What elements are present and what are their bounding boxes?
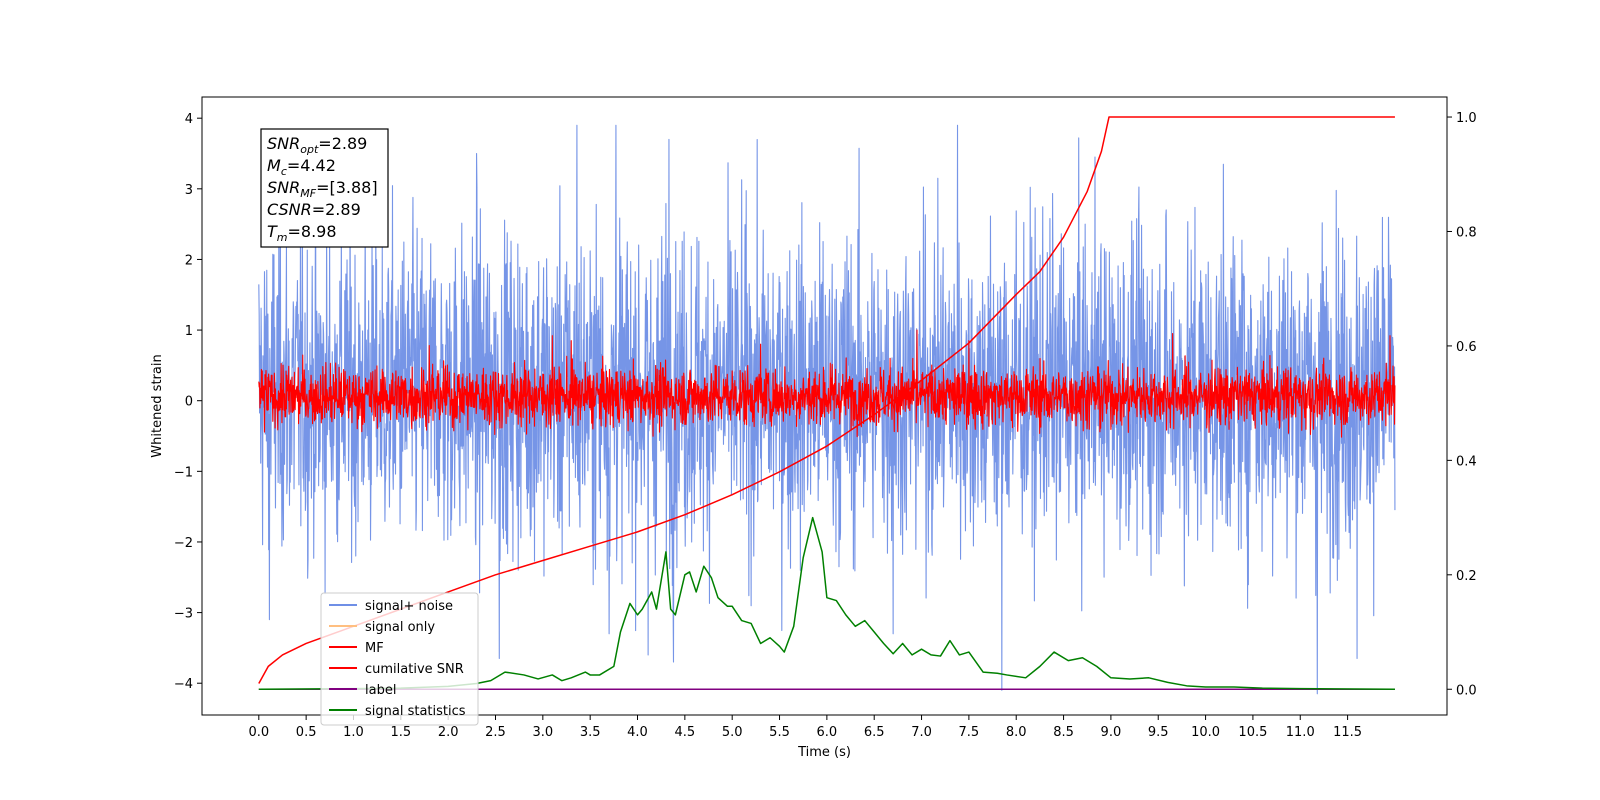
x-tick-label: 11.0 (1286, 725, 1315, 740)
x-tick-label: 9.0 (1101, 725, 1122, 740)
x-tick-label: 3.5 (580, 725, 601, 740)
legend-entry: signal statistics (329, 704, 466, 719)
legend-label: signal statistics (365, 704, 466, 719)
y2-tick-label: 0.2 (1456, 569, 1477, 584)
y-tick-label: 4 (185, 112, 193, 127)
legend-label: label (365, 683, 396, 698)
annotation-frame (260, 128, 389, 248)
x-tick-label: 1.0 (343, 725, 364, 740)
annotation-line: Mc=4.42 (267, 156, 336, 178)
x-tick-label: 7.0 (911, 725, 932, 740)
series-signal-statistics (258, 516, 1395, 690)
y2-tick-label: 0.6 (1456, 340, 1477, 355)
x-tick-label: 6.0 (817, 725, 838, 740)
legend-entry: signal only (329, 620, 435, 635)
y-tick-label: 2 (185, 253, 193, 268)
x-tick-label: 9.5 (1148, 725, 1169, 740)
y-tick-label: −3 (174, 607, 193, 622)
legend-entry: cumilative SNR (329, 662, 464, 677)
y-tick-label: −2 (174, 536, 193, 551)
x-tick-label: 6.5 (864, 725, 885, 740)
legend-entry: MF (329, 641, 384, 656)
annotation-line: CSNR=2.89 (267, 200, 361, 219)
legend: signal+ noise signal only MF cumilative SNR… (320, 592, 479, 726)
x-tick-label: 7.5 (959, 725, 980, 740)
y-tick-label: 0 (185, 395, 193, 410)
x-tick-label: 0.5 (296, 725, 317, 740)
legend-label: cumilative SNR (365, 662, 464, 677)
legend-label: MF (365, 641, 384, 656)
x-tick-label: 4.0 (627, 725, 648, 740)
x-tick-label: 10.0 (1191, 725, 1220, 740)
y2-tick-label: 0.8 (1456, 225, 1477, 240)
axes-layer: 0.0 0.5 1.0 1.5 2.0 2.5 3.0 3.5 4.0 4.5 5.0 5.5 6.0 6… (174, 111, 1477, 740)
y-tick-label: 3 (185, 183, 193, 198)
y2-tick-label: 1.0 (1456, 111, 1477, 126)
y2-tick-label: 0.4 (1456, 454, 1477, 469)
x-axis-label: Time (s) (797, 745, 851, 760)
x-tick-label: 5.0 (722, 725, 743, 740)
x-tick-label: 4.5 (675, 725, 696, 740)
x-tick-label: 10.5 (1238, 725, 1267, 740)
legend-entry: label (329, 683, 396, 698)
x-tick-label: 1.5 (390, 725, 411, 740)
series-signal-noise (258, 124, 1396, 695)
x-tick-label: 8.0 (1006, 725, 1027, 740)
series-mf (258, 329, 1396, 438)
y-tick-label: −4 (174, 677, 193, 692)
legend-label: signal+ noise (365, 599, 453, 614)
annotation-line: Tm=8.98 (267, 222, 337, 244)
y2-tick-label: 0.0 (1456, 683, 1477, 698)
annotation-line: SNRopt=2.89 (267, 134, 367, 156)
x-tick-label: 8.5 (1053, 725, 1074, 740)
x-tick-label: 11.5 (1333, 725, 1362, 740)
x-tick-label: 3.0 (532, 725, 553, 740)
x-tick-label: 2.5 (485, 725, 506, 740)
x-tick-label: 0.0 (248, 725, 269, 740)
legend-entry: signal+ noise (329, 599, 453, 614)
y-axis-label: Whitened strain (150, 354, 165, 457)
y-tick-label: −1 (174, 465, 193, 480)
x-tick-label: 2.0 (438, 725, 459, 740)
legend-label: signal only (365, 620, 435, 635)
x-tick-label: 5.5 (769, 725, 790, 740)
legend-frame (320, 592, 479, 726)
y-tick-label: 1 (185, 324, 193, 339)
plot-frame (201, 96, 1448, 716)
annotation-line: SNRMF=[3.88] (267, 178, 378, 200)
